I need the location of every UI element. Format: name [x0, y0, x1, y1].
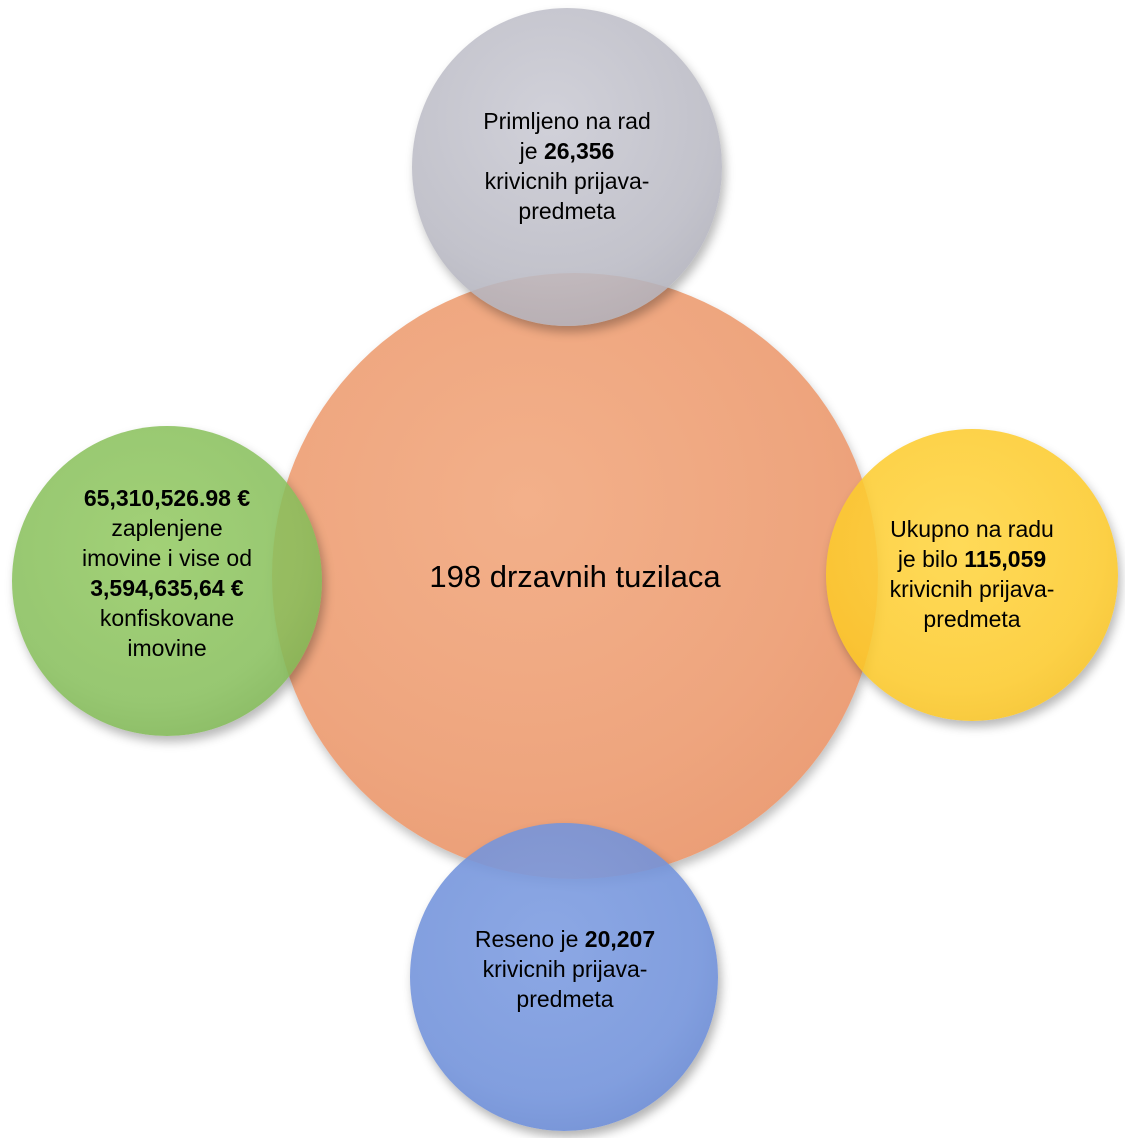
confiscated-amount-value: 3,594,635,64 €	[90, 575, 244, 601]
top-line-2-prefix: je	[519, 138, 544, 164]
center-circle-prosecutors	[272, 273, 878, 879]
bottom-line-3: predmeta	[516, 986, 614, 1012]
left-label: 65,310,526.98 € zaplenjene imovine i vis…	[32, 483, 302, 663]
bottom-circle-resolved-cases	[410, 823, 718, 1131]
right-line-3: krivicnih prijava-	[889, 576, 1055, 602]
resolved-count-value: 20,207	[584, 926, 656, 952]
left-line-6: imovine	[127, 635, 207, 661]
right-line-1: Ukupno na radu	[890, 516, 1054, 542]
center-text: 198 drzavnih tuzilaca	[429, 559, 721, 594]
right-label: Ukupno na radu je bilo 115,059 krivicnih…	[846, 514, 1098, 634]
right-line-2-prefix: je bilo	[897, 546, 965, 572]
right-line-2: je bilo 115,059	[846, 544, 1098, 574]
top-line-3: krivicnih prijava-	[484, 168, 650, 194]
total-count-value: 115,059	[964, 546, 1047, 572]
seized-amount-value: 65,310,526.98 €	[83, 485, 251, 511]
right-circle-total-cases	[826, 429, 1118, 721]
bottom-line-1-prefix: Reseno je	[474, 926, 585, 952]
bottom-label: Reseno je 20,207 krivicnih prijava- pred…	[440, 924, 690, 1014]
top-line-4: predmeta	[518, 198, 616, 224]
center-label: 198 drzavnih tuzilaca	[272, 558, 878, 596]
left-line-5: konfiskovane	[99, 605, 235, 631]
left-line-2: zaplenjene	[111, 515, 223, 541]
top-circle-received-cases	[412, 8, 722, 326]
top-line-2: je 26,356	[442, 136, 692, 166]
received-count-value: 26,356	[543, 138, 615, 164]
bottom-line-1: Reseno je 20,207	[440, 924, 690, 954]
top-label: Primljeno na rad je 26,356 krivicnih pri…	[442, 106, 692, 226]
right-line-4: predmeta	[923, 606, 1021, 632]
left-circle-seized-property	[12, 426, 322, 736]
top-line-1: Primljeno na rad	[483, 108, 651, 134]
bottom-line-2: krivicnih prijava-	[482, 956, 648, 982]
left-line-3: imovine i vise od	[81, 545, 253, 571]
